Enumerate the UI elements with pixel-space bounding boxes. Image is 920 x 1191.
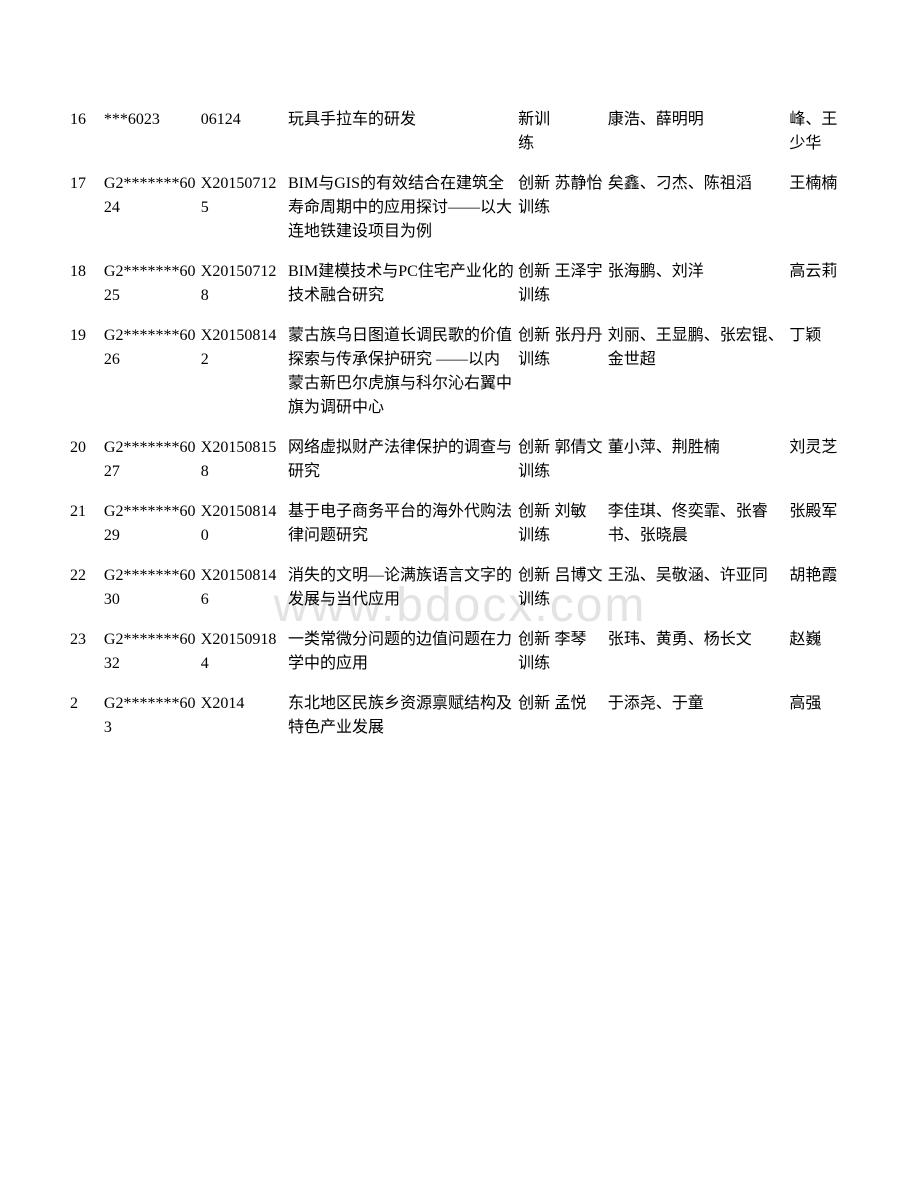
cell-seq: 22 — [70, 556, 104, 620]
cell-seq: 16 — [70, 100, 104, 164]
cell-code1: G2*******603 — [104, 684, 201, 748]
cell-members: 刘丽、王显鹏、张宏锟、金世超 — [608, 316, 790, 428]
cell-code1: ***6023 — [104, 100, 201, 164]
cell-code1: G2*******6029 — [104, 492, 201, 556]
cell-code1: G2*******6024 — [104, 164, 201, 252]
cell-seq: 21 — [70, 492, 104, 556]
cell-title: 玩具手拉车的研发 — [288, 100, 518, 164]
cell-leader: 王泽宇 — [554, 252, 607, 316]
table-row: 19G2*******6026X201508142蒙古族乌日图道长调民歌的价值探… — [70, 316, 850, 428]
cell-members: 矣鑫、刁杰、陈祖滔 — [608, 164, 790, 252]
cell-type: 创新训练 — [518, 492, 554, 556]
cell-title: BIM与GIS的有效结合在建筑全寿命周期中的应用探讨——以大连地铁建设项目为例 — [288, 164, 518, 252]
cell-seq: 17 — [70, 164, 104, 252]
table-row: 21G2*******6029X201508140基于电子商务平台的海外代购法律… — [70, 492, 850, 556]
cell-type: 创新 — [518, 684, 554, 748]
cell-title: 一类常微分问题的边值问题在力学中的应用 — [288, 620, 518, 684]
cell-advisor: 高云莉 — [789, 252, 850, 316]
cell-title: 东北地区民族乡资源禀赋结构及特色产业发展 — [288, 684, 518, 748]
cell-advisor: 张殿军 — [789, 492, 850, 556]
cell-type: 创新训练 — [518, 428, 554, 492]
cell-type: 新训练 — [518, 100, 554, 164]
cell-leader: 吕博文 — [554, 556, 607, 620]
cell-leader — [554, 100, 607, 164]
cell-title: 蒙古族乌日图道长调民歌的价值探索与传承保护研究 ——以内蒙古新巴尔虎旗与科尔沁右… — [288, 316, 518, 428]
cell-title: BIM建模技术与PC住宅产业化的技术融合研究 — [288, 252, 518, 316]
cell-type: 创新训练 — [518, 164, 554, 252]
cell-seq: 18 — [70, 252, 104, 316]
projects-table: 16***602306124玩具手拉车的研发新训练康浩、薛明明峰、王少华17G2… — [70, 100, 850, 748]
cell-leader: 郭倩文 — [554, 428, 607, 492]
cell-code2: 06124 — [201, 100, 288, 164]
cell-code2: X201509184 — [201, 620, 288, 684]
cell-title: 消失的文明—论满族语言文字的发展与当代应用 — [288, 556, 518, 620]
table-row: 22G2*******6030X201508146消失的文明—论满族语言文字的发… — [70, 556, 850, 620]
cell-advisor: 丁颖 — [789, 316, 850, 428]
cell-code1: G2*******6030 — [104, 556, 201, 620]
cell-code1: G2*******6032 — [104, 620, 201, 684]
cell-members: 董小萍、荆胜楠 — [608, 428, 790, 492]
table-row: 23G2*******6032X201509184一类常微分问题的边值问题在力学… — [70, 620, 850, 684]
cell-advisor: 高强 — [789, 684, 850, 748]
cell-code1: G2*******6025 — [104, 252, 201, 316]
cell-leader: 李琴 — [554, 620, 607, 684]
cell-code2: X201508146 — [201, 556, 288, 620]
cell-leader: 苏静怡 — [554, 164, 607, 252]
cell-members: 康浩、薛明明 — [608, 100, 790, 164]
cell-advisor: 王楠楠 — [789, 164, 850, 252]
cell-members: 张海鹏、刘洋 — [608, 252, 790, 316]
cell-seq: 20 — [70, 428, 104, 492]
cell-title: 网络虚拟财产法律保护的调查与研究 — [288, 428, 518, 492]
cell-type: 创新训练 — [518, 252, 554, 316]
cell-leader: 孟悦 — [554, 684, 607, 748]
table-row: 17G2*******6024X201507125BIM与GIS的有效结合在建筑… — [70, 164, 850, 252]
cell-members: 于添尧、于童 — [608, 684, 790, 748]
cell-type: 创新训练 — [518, 316, 554, 428]
table-row: 2G2*******603X2014东北地区民族乡资源禀赋结构及特色产业发展创新… — [70, 684, 850, 748]
cell-advisor: 峰、王少华 — [789, 100, 850, 164]
cell-advisor: 赵巍 — [789, 620, 850, 684]
cell-code2: X201507128 — [201, 252, 288, 316]
cell-seq: 2 — [70, 684, 104, 748]
cell-title: 基于电子商务平台的海外代购法律问题研究 — [288, 492, 518, 556]
cell-type: 创新训练 — [518, 556, 554, 620]
cell-leader: 刘敏 — [554, 492, 607, 556]
cell-code1: G2*******6026 — [104, 316, 201, 428]
table-row: 18G2*******6025X201507128BIM建模技术与PC住宅产业化… — [70, 252, 850, 316]
cell-seq: 23 — [70, 620, 104, 684]
cell-members: 李佳琪、佟奕霏、张睿书、张晓晨 — [608, 492, 790, 556]
cell-code2: X201508140 — [201, 492, 288, 556]
cell-code2: X201507125 — [201, 164, 288, 252]
cell-code2: X2014 — [201, 684, 288, 748]
cell-seq: 19 — [70, 316, 104, 428]
cell-advisor: 胡艳霞 — [789, 556, 850, 620]
cell-code1: G2*******6027 — [104, 428, 201, 492]
table-row: 20G2*******6027X201508158网络虚拟财产法律保护的调查与研… — [70, 428, 850, 492]
cell-leader: 张丹丹 — [554, 316, 607, 428]
cell-members: 张玮、黄勇、杨长文 — [608, 620, 790, 684]
cell-advisor: 刘灵芝 — [789, 428, 850, 492]
table-row: 16***602306124玩具手拉车的研发新训练 康浩、薛明明峰、王少华 — [70, 100, 850, 164]
cell-members: 王泓、吴敬涵、许亚同 — [608, 556, 790, 620]
cell-type: 创新训练 — [518, 620, 554, 684]
cell-code2: X201508158 — [201, 428, 288, 492]
cell-code2: X201508142 — [201, 316, 288, 428]
